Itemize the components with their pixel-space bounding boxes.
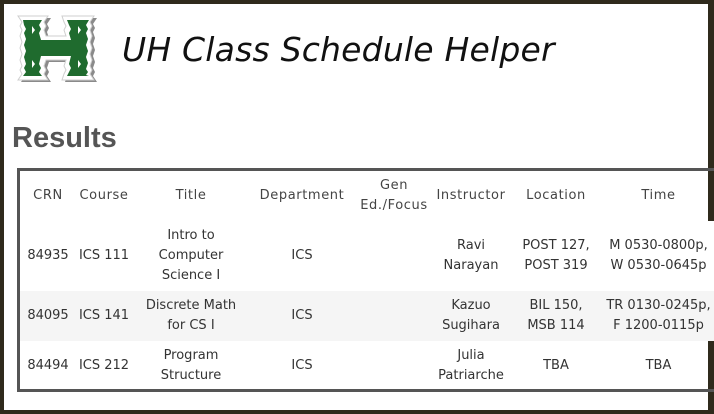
department-cell: ICS: [291, 248, 313, 263]
results-table-container: CRN Course Title Department Gen Ed./Focu…: [17, 168, 714, 392]
column-header-course: Course: [79, 188, 129, 203]
instructor-cell: Ravi Narayan: [430, 221, 512, 291]
title-line: for CS I: [167, 318, 215, 333]
location-line: POST 319: [524, 258, 588, 273]
location-line: TBA: [543, 358, 569, 373]
instructor-line: Ravi: [456, 238, 486, 253]
uh-logo-icon: [10, 12, 102, 84]
results-heading: Results: [12, 122, 117, 154]
instructor-cell: Julia Patriarche: [430, 341, 512, 389]
title-line: Intro to: [167, 228, 215, 243]
location-cell: BIL 150, MSB 114: [512, 291, 600, 341]
table-row[interactable]: 84494 ICS 212 Program Structure ICS Julia…: [20, 341, 714, 389]
crn-cell: 84494: [27, 358, 69, 373]
column-header-time: Time: [641, 188, 676, 203]
time-cell: M 0530-0800p, W 0530-0645p: [600, 221, 714, 291]
time-line: W 0530-0645p: [610, 258, 707, 273]
app-title: UH Class Schedule Helper: [122, 30, 555, 69]
department-cell: ICS: [291, 358, 313, 373]
table-row[interactable]: 84095 ICS 141 Discrete Math for CS I ICS …: [20, 291, 714, 341]
column-header-instructor: Instructor: [436, 188, 506, 203]
title-cell: Discrete Math for CS I: [136, 291, 246, 341]
crn-cell: 84935: [27, 248, 69, 263]
course-cell: ICS 111: [78, 248, 130, 263]
location-cell: TBA: [512, 341, 600, 389]
column-header-location: Location: [526, 188, 586, 203]
location-line: MSB 114: [527, 318, 585, 333]
column-header-gen-ed: Gen Ed./Focus: [360, 178, 428, 213]
time-cell: TR 0130-0245p, F 1200-0115p: [600, 291, 714, 341]
crn-cell: 84095: [27, 308, 69, 323]
title-cell: Program Structure: [136, 341, 246, 389]
time-line: M 0530-0800p,: [609, 238, 708, 253]
table-header-row: CRN Course Title Department Gen Ed./Focu…: [20, 171, 714, 221]
instructor-cell: Kazuo Sugihara: [430, 291, 512, 341]
gen-ed-cell: [358, 221, 430, 291]
time-line: F 1200-0115p: [613, 318, 704, 333]
department-cell: ICS: [291, 308, 313, 323]
instructor-line: Sugihara: [442, 318, 500, 333]
gen-ed-cell: [358, 341, 430, 389]
location-line: BIL 150,: [529, 298, 583, 313]
time-line: TBA: [645, 358, 672, 373]
location-line: POST 127,: [522, 238, 590, 253]
column-header-title: Title: [175, 188, 207, 203]
title-line: Discrete Math: [145, 298, 237, 313]
instructor-line: Narayan: [443, 258, 499, 273]
course-cell: ICS 141: [78, 308, 130, 323]
title-cell: Intro to Computer Science I: [136, 221, 246, 291]
results-table: CRN Course Title Department Gen Ed./Focu…: [20, 171, 714, 389]
table-row[interactable]: 84935 ICS 111 Intro to Computer Science I …: [20, 221, 714, 291]
time-line: TR 0130-0245p,: [606, 298, 711, 313]
instructor-line: Kazuo: [451, 298, 491, 313]
instructor-line: Patriarche: [438, 368, 504, 383]
column-header-crn: CRN: [33, 188, 63, 203]
location-cell: POST 127, POST 319: [512, 221, 600, 291]
title-line: Computer: [158, 248, 224, 263]
gen-ed-cell: [358, 291, 430, 341]
time-cell: TBA: [600, 341, 714, 389]
column-header-department: Department: [259, 188, 345, 203]
course-cell: ICS 212: [78, 358, 130, 373]
title-line: Science I: [161, 268, 221, 283]
title-line: Structure: [160, 368, 222, 383]
instructor-line: Julia: [457, 348, 485, 363]
title-line: Program: [163, 348, 219, 363]
